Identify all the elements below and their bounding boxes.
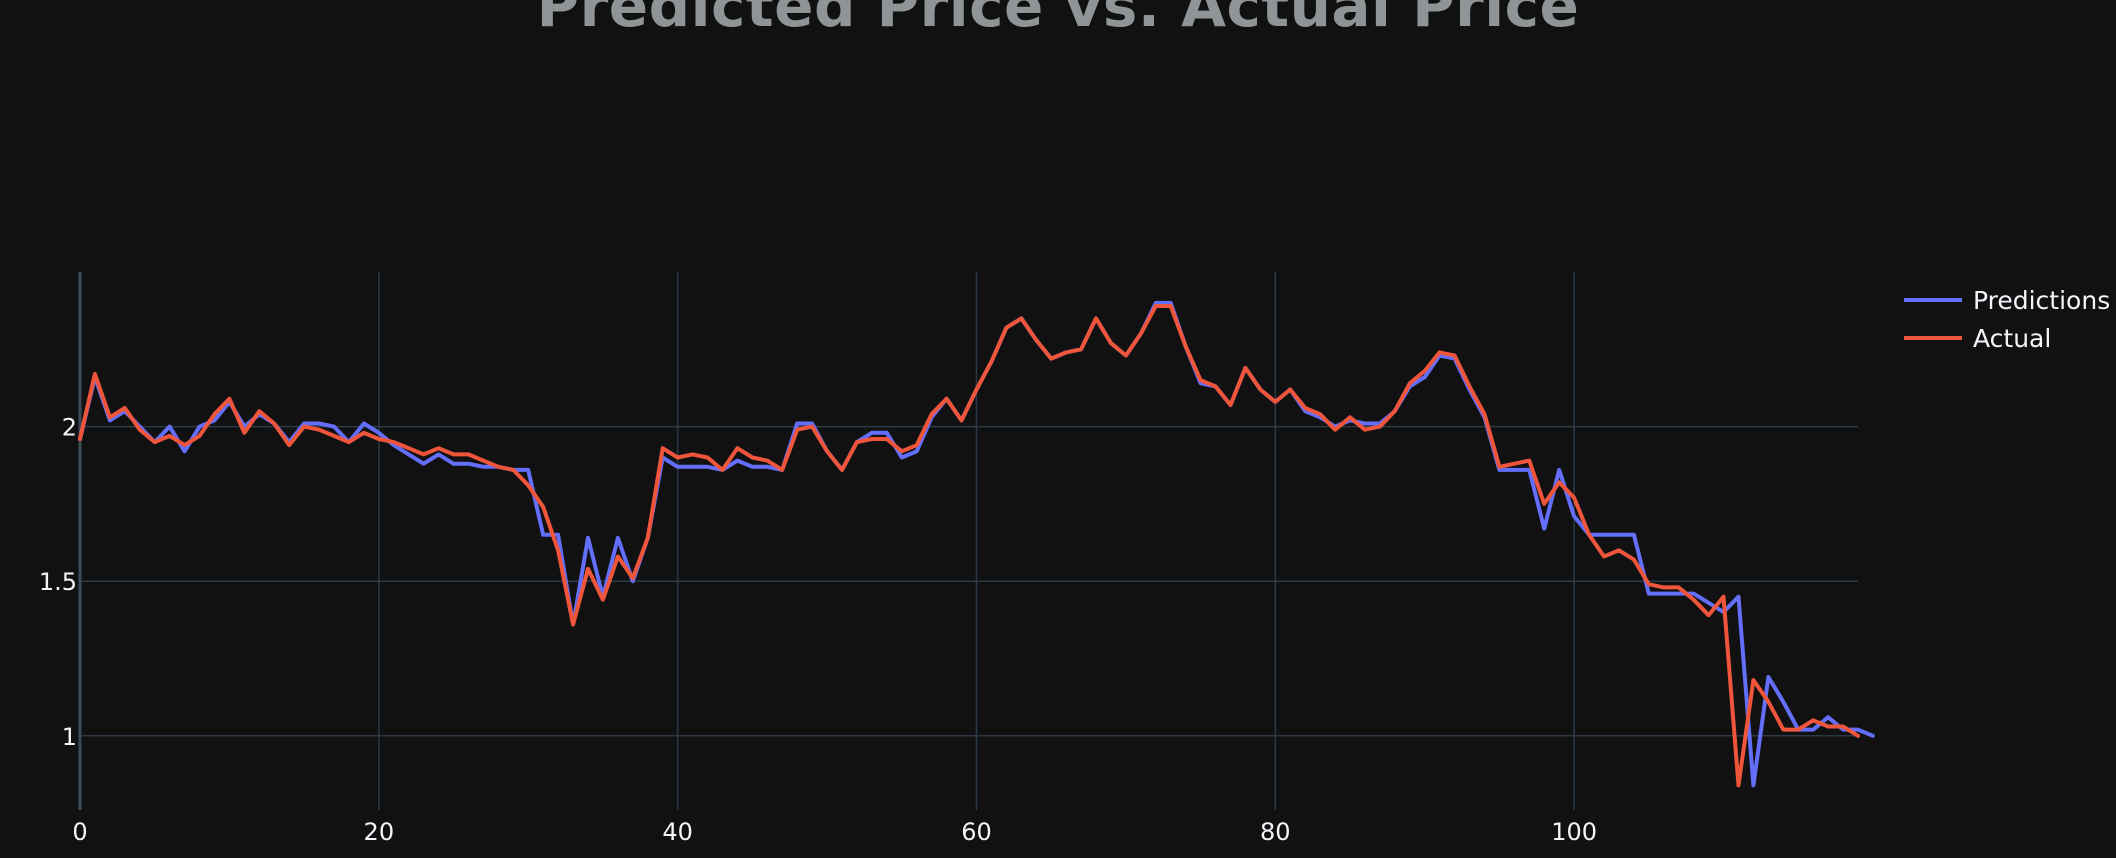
y-tick-label: 1 (62, 723, 77, 751)
legend[interactable]: Predictions Actual (1904, 286, 2110, 353)
x-tick-label: 80 (1260, 818, 1291, 846)
legend-item-predictions[interactable]: Predictions (1904, 286, 2110, 315)
legend-label: Actual (1973, 324, 2051, 353)
series-line-actual (78, 304, 1860, 788)
x-axis-ticks: 0 20 40 60 80 100 (72, 818, 1597, 846)
grid-lines (80, 272, 1858, 810)
chart-title: Predicted Price vs. Actual Price (536, 0, 1580, 40)
y-tick-label: 2 (62, 414, 77, 442)
legend-label: Predictions (1973, 286, 2110, 315)
x-tick-label: 100 (1551, 818, 1597, 846)
y-axis-ticks: 11.52 (39, 414, 77, 751)
x-tick-label: 40 (662, 818, 693, 846)
y-tick-label: 1.5 (39, 568, 77, 596)
legend-item-actual[interactable]: Actual (1904, 324, 2051, 353)
x-tick-label: 20 (364, 818, 395, 846)
x-tick-label: 0 (72, 818, 87, 846)
x-tick-label: 60 (961, 818, 992, 846)
series-lines (78, 300, 1875, 788)
